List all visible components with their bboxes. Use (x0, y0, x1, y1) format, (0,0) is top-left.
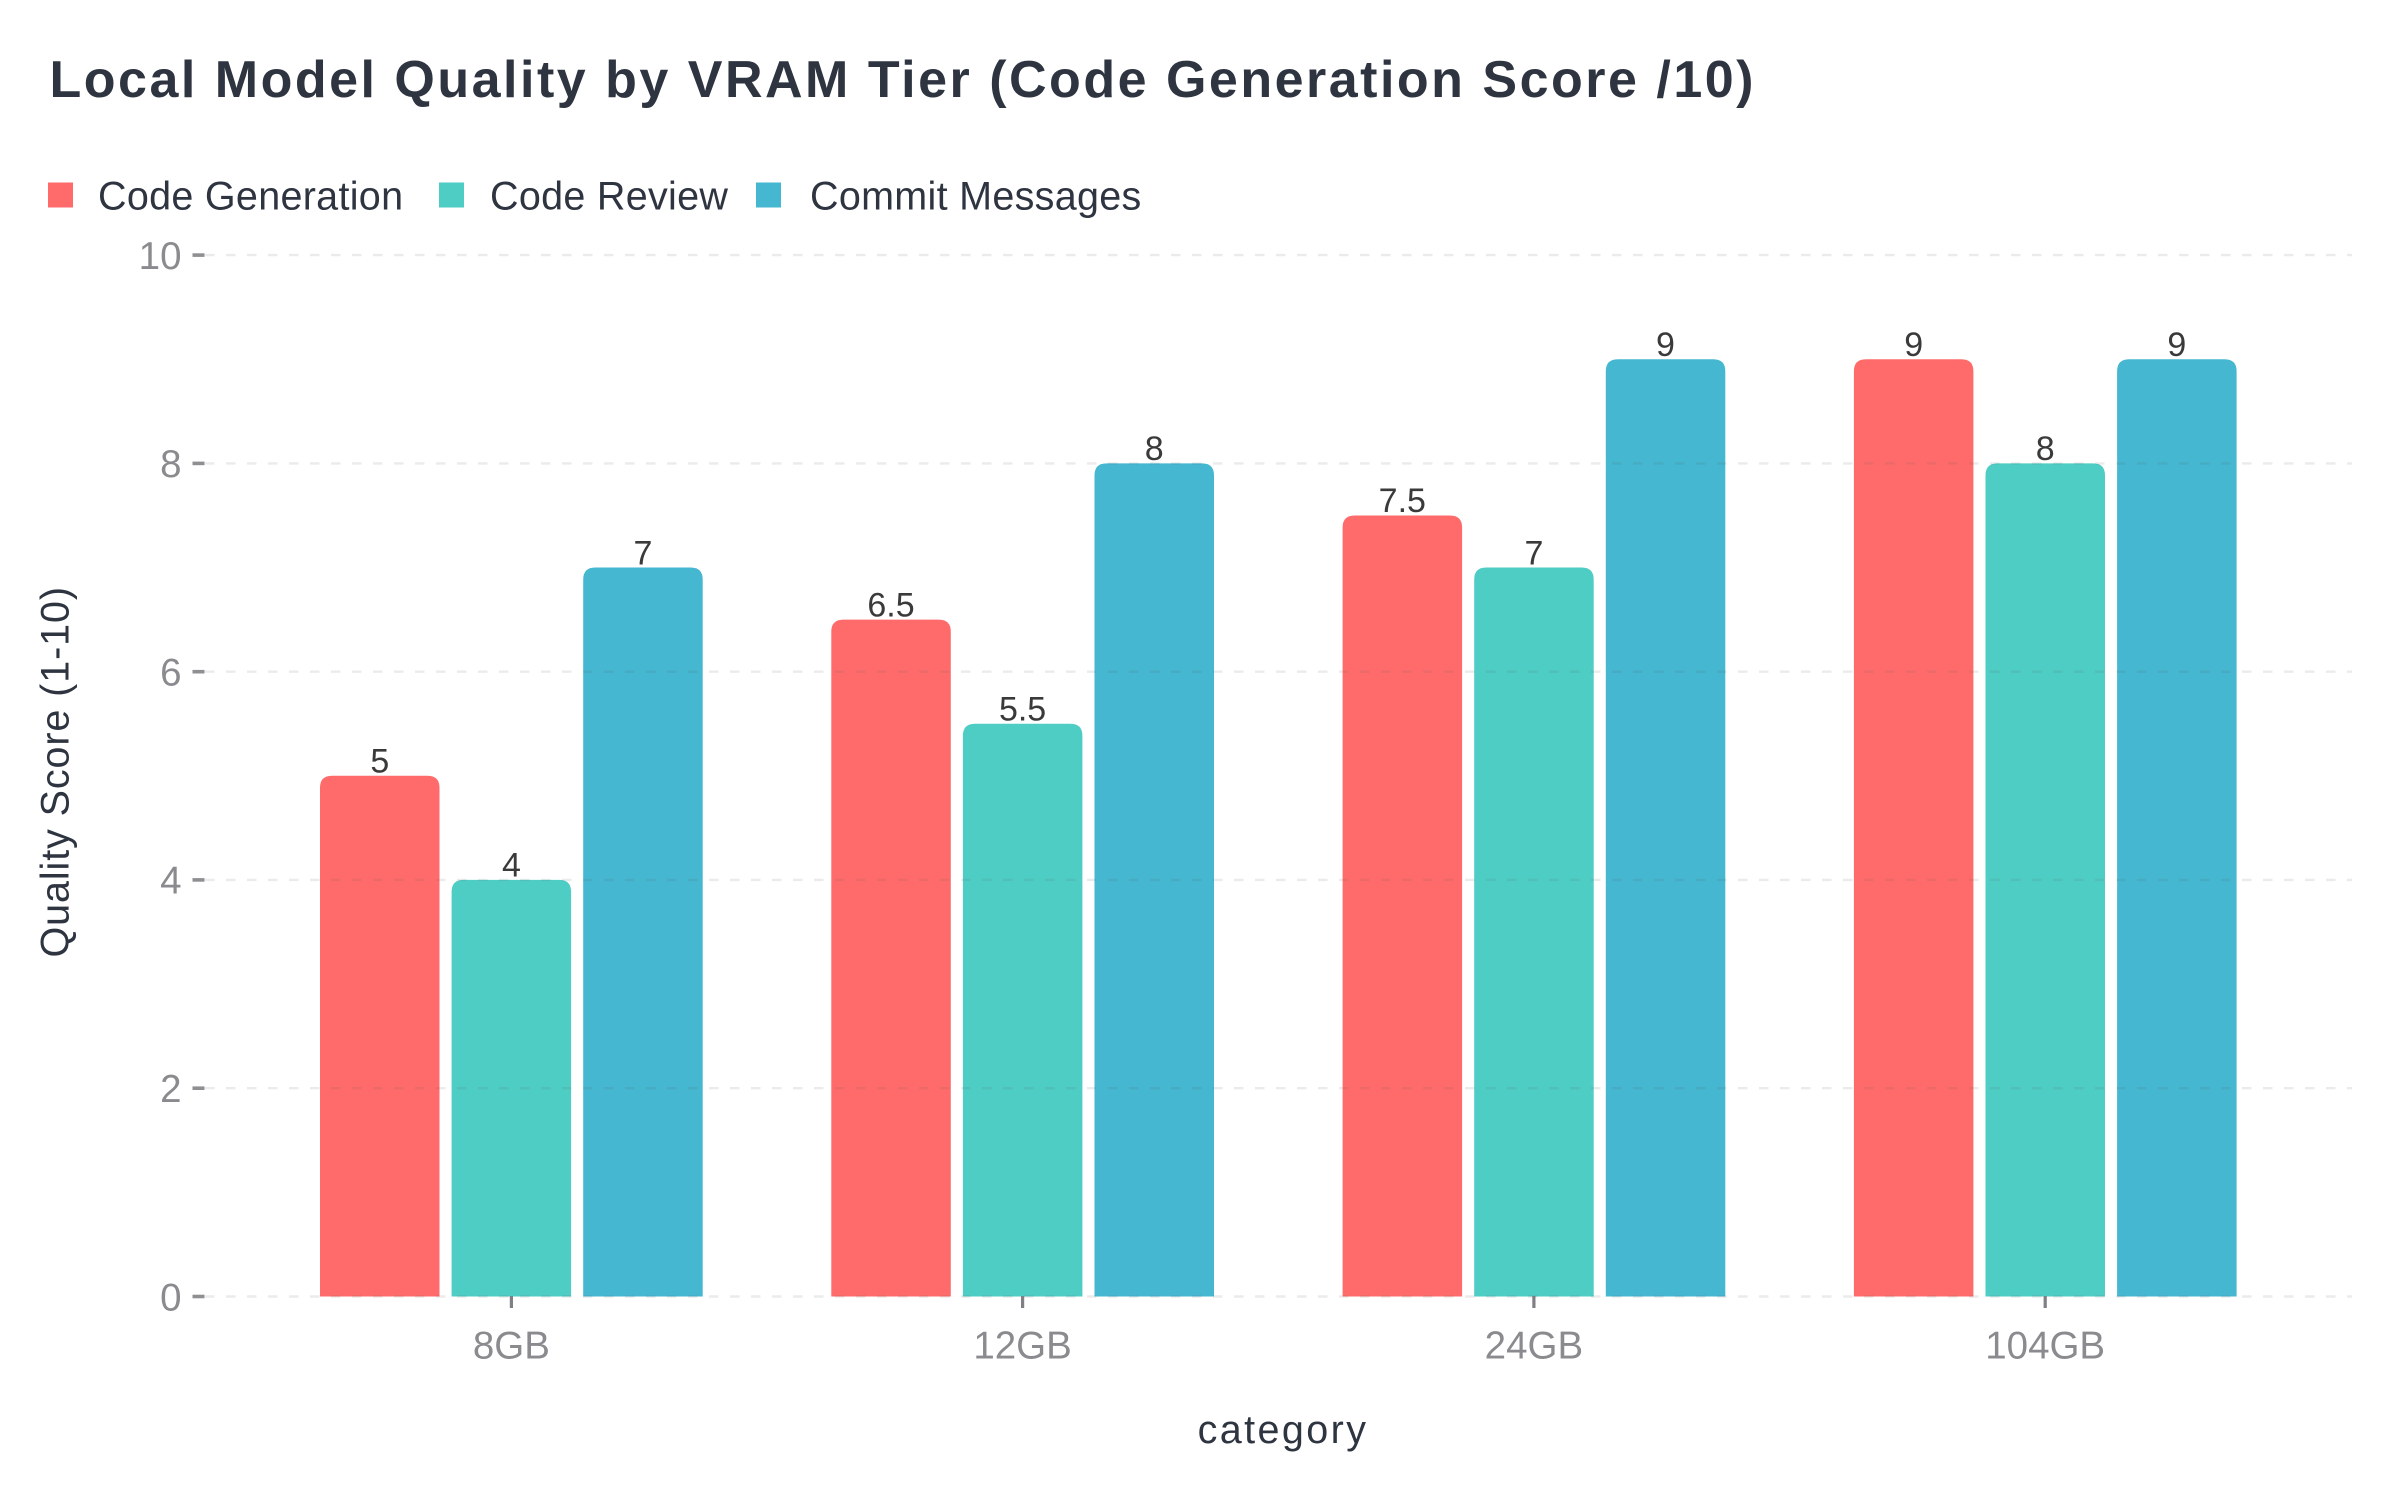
svg-text:Code Review: Code Review (490, 175, 728, 219)
svg-text:10: 10 (139, 235, 182, 278)
svg-text:8: 8 (2036, 430, 2055, 468)
svg-text:Code Generation: Code Generation (98, 175, 403, 219)
svg-text:Local Model Quality by VRAM Ti: Local Model Quality by VRAM Tier (Code G… (50, 51, 1756, 109)
svg-text:2: 2 (160, 1068, 181, 1111)
svg-text:5: 5 (370, 743, 389, 781)
svg-text:7: 7 (1524, 534, 1543, 572)
svg-text:Quality Score (1-10): Quality Score (1-10) (34, 586, 78, 957)
svg-text:9: 9 (2167, 326, 2186, 364)
svg-text:category: category (1198, 1408, 1369, 1452)
svg-text:9: 9 (1904, 326, 1923, 364)
svg-text:8GB: 8GB (473, 1325, 550, 1368)
svg-text:7: 7 (634, 534, 653, 572)
svg-text:6: 6 (160, 652, 181, 695)
svg-text:8: 8 (160, 443, 181, 486)
svg-text:4: 4 (160, 860, 181, 903)
svg-text:Commit Messages: Commit Messages (810, 175, 1142, 219)
svg-text:4: 4 (502, 847, 521, 885)
svg-text:9: 9 (1656, 326, 1675, 364)
svg-text:104GB: 104GB (1985, 1325, 2105, 1368)
svg-text:24GB: 24GB (1485, 1325, 1583, 1368)
svg-text:12GB: 12GB (973, 1325, 1071, 1368)
svg-text:7.5: 7.5 (1379, 482, 1426, 520)
svg-text:0: 0 (160, 1276, 181, 1319)
svg-text:8: 8 (1145, 430, 1164, 468)
svg-text:6.5: 6.5 (867, 586, 914, 624)
svg-text:5.5: 5.5 (999, 691, 1046, 729)
